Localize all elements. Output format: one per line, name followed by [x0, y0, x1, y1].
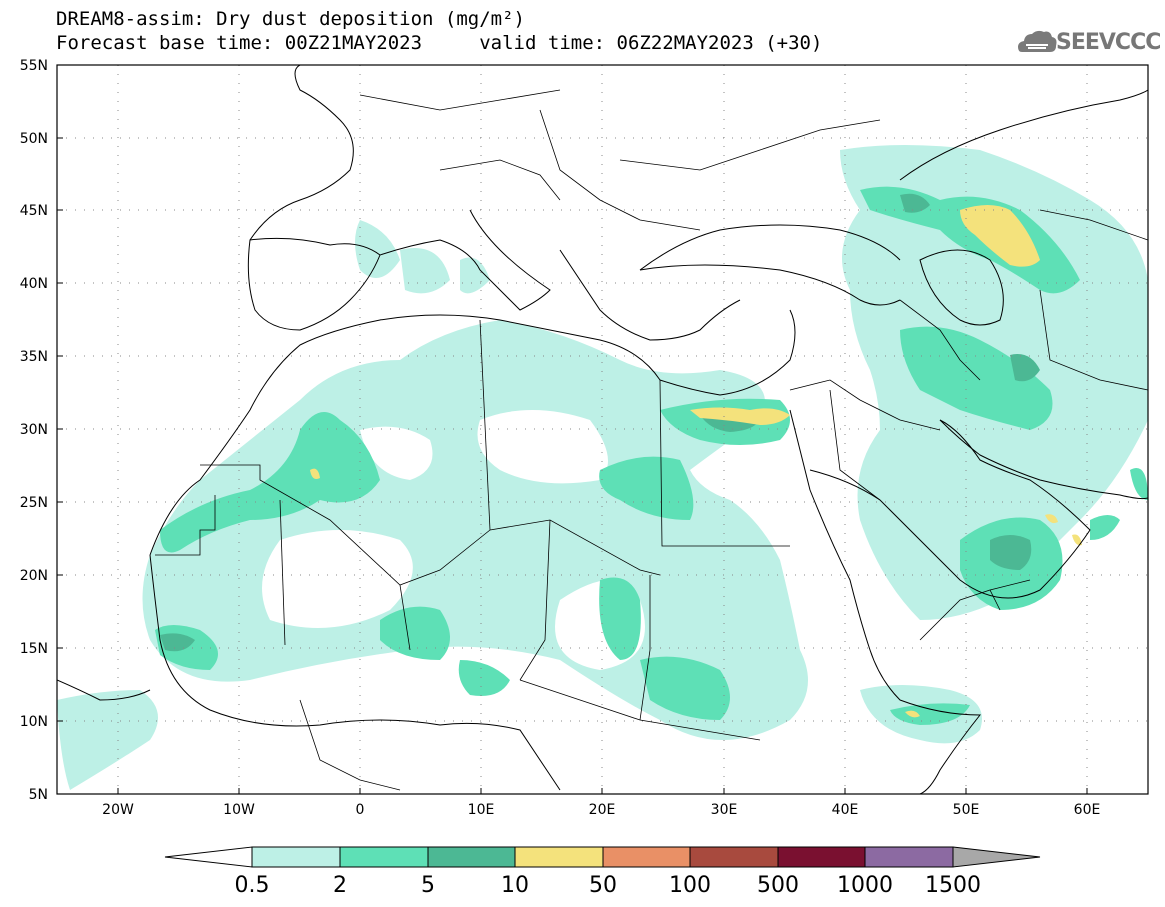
colorbar-box [251, 846, 341, 868]
colorbar-label: 500 [757, 873, 799, 898]
cloud-icon [1018, 30, 1057, 52]
colorbar-label: 1500 [925, 873, 981, 898]
lon-label: 60E [1074, 802, 1101, 818]
lat-label: 30N [20, 422, 48, 438]
lon-label: 10E [468, 802, 495, 818]
colorbar-label: 50 [589, 873, 617, 898]
lat-label: 5N [29, 787, 48, 803]
colorbar: 0.5 2 5 10 50 100 500 1000 1500 [164, 846, 1041, 898]
lon-label: 50E [953, 802, 980, 818]
forecast-time-line: Forecast base time: 00Z21MAY2023 valid t… [56, 32, 823, 54]
lat-label: 55N [20, 58, 48, 74]
colorbar-box [777, 846, 866, 868]
colorbar-high-arrow [952, 846, 1041, 868]
logo-text: SEEVCCC [1056, 30, 1161, 55]
colorbar-label: 10 [501, 873, 529, 898]
lat-label: 15N [20, 641, 48, 657]
lon-label: 20W [102, 802, 134, 818]
colorbar-box [427, 846, 516, 868]
lat-label: 20N [20, 568, 48, 584]
lon-label: 40E [832, 802, 859, 818]
axis-ticks [57, 137, 1088, 794]
colorbar-box [514, 846, 604, 868]
lat-label: 35N [20, 349, 48, 365]
lat-label: 40N [20, 276, 48, 292]
lon-label: 30E [711, 802, 738, 818]
lat-label: 10N [20, 714, 48, 730]
colorbar-label: 2 [333, 873, 347, 898]
map-title: DREAM8-assim: Dry dust deposition (mg/m²… [56, 8, 525, 30]
colorbar-box [602, 846, 691, 868]
lat-label: 25N [20, 495, 48, 511]
graticule [57, 65, 1148, 794]
coastlines [57, 65, 1148, 794]
colorbar-label: 1000 [837, 873, 893, 898]
dust-level-10-50 [310, 205, 1082, 718]
latitude-labels: 5N 10N 15N 20N 25N 30N 35N 40N 45N 50N 5… [20, 58, 48, 803]
colorbar-box [339, 846, 429, 868]
colorbar-label: 0.5 [235, 873, 270, 898]
dust-level-5-10 [160, 193, 1040, 652]
longitude-labels: 20W 10W 0 10E 20E 30E 40E 50E 60E [102, 802, 1100, 818]
lat-label: 45N [20, 203, 48, 219]
lon-label: 10W [223, 802, 255, 818]
lon-label: 0 [356, 802, 365, 818]
lon-label: 20E [589, 802, 616, 818]
colorbar-label: 5 [421, 873, 435, 898]
country-borders [155, 89, 1148, 791]
colorbar-label: 100 [669, 873, 711, 898]
lat-label: 50N [20, 131, 48, 147]
colorbar-box [864, 846, 954, 868]
colorbar-box [689, 846, 779, 868]
colorbar-low-arrow [164, 846, 253, 868]
